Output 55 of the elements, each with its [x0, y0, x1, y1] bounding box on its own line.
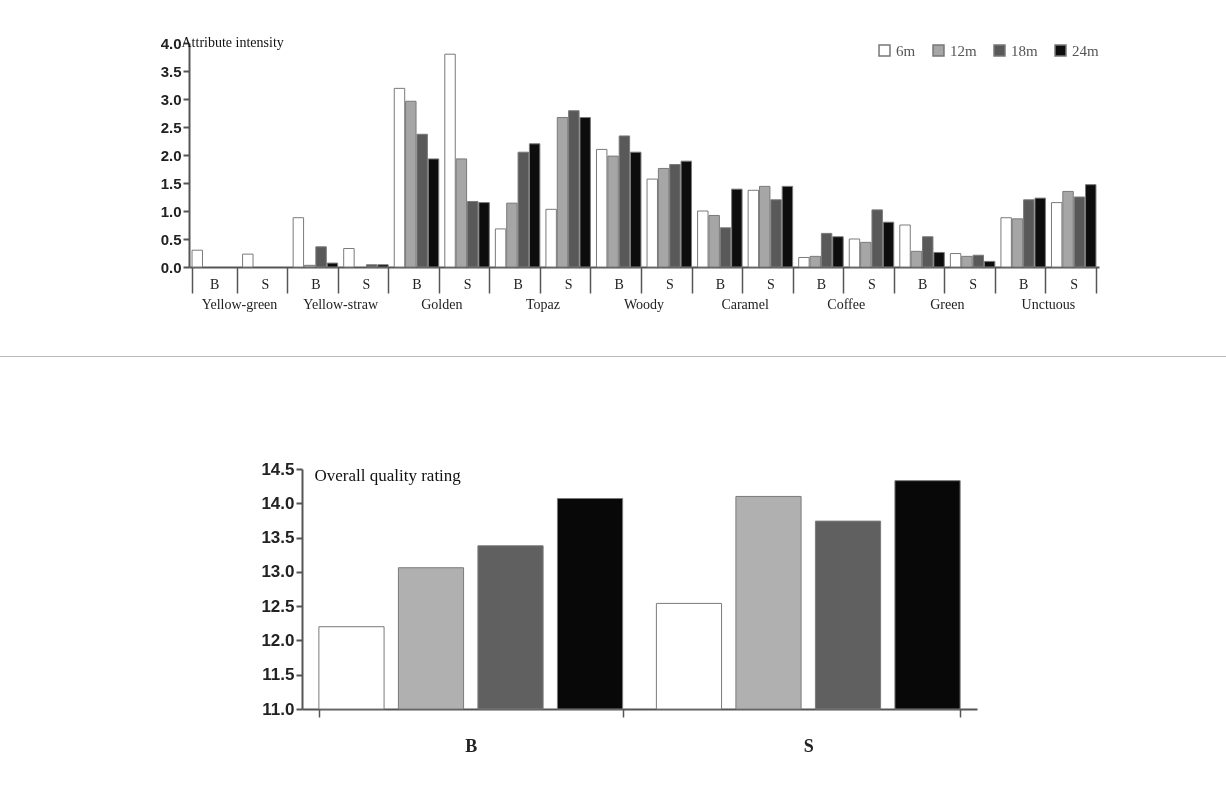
y-tick-label: 1.5	[160, 174, 182, 192]
x-tick-label: B	[816, 276, 827, 292]
y-tick-label: 0.0	[160, 258, 182, 276]
x-tick-label: B	[465, 735, 478, 756]
y-axis-title: Attribute intensity	[181, 34, 284, 50]
x-tick-label: S	[564, 276, 573, 292]
x-tick-label: S	[803, 735, 814, 756]
legend-label: 6m	[896, 42, 916, 59]
legend-label: 18m	[1011, 42, 1038, 59]
y-tick-label: 12.0	[261, 630, 295, 650]
y-tick-label: 2.0	[160, 146, 182, 164]
legend-label: 12m	[950, 42, 977, 59]
y-tick-label: 13.5	[261, 528, 295, 548]
text: Caramel	[721, 297, 769, 312]
x-tick-label: S	[665, 276, 674, 292]
x-tick-label: S	[362, 276, 371, 292]
text: Yellow-green	[201, 297, 278, 312]
x-tick-label: B	[412, 276, 422, 292]
text: Topaz	[525, 297, 560, 312]
x-tick-label: B	[311, 276, 321, 292]
legend-label: 24m	[1072, 42, 1099, 59]
x-tick-label: S	[766, 276, 775, 292]
bar	[343, 248, 355, 268]
text: Yellow-straw	[303, 297, 379, 312]
y-tick-label: 14.0	[261, 493, 295, 513]
x-tick-label: S	[261, 276, 270, 292]
text: Green	[930, 297, 965, 312]
y-tick-label: 11.5	[262, 665, 295, 685]
y-tick-label: 2.5	[160, 118, 182, 136]
y-tick-label: 3.0	[160, 90, 182, 108]
text: Woody	[623, 297, 665, 312]
x-tick-label: S	[969, 276, 978, 292]
y-tick-label: 1.0	[160, 202, 182, 220]
x-tick-label: B	[917, 276, 928, 292]
x-tick-label: S	[463, 276, 472, 292]
x-tick-label: S	[868, 276, 876, 292]
y-axis-title: Overall quality rating	[314, 465, 462, 485]
bar	[242, 253, 254, 268]
y-tick-label: 0.5	[160, 230, 182, 248]
y-tick-label: 13.0	[261, 562, 295, 582]
y-tick-label: 4.0	[160, 34, 182, 52]
x-tick-label: B	[210, 276, 220, 292]
x-tick-label: B	[1018, 276, 1029, 292]
y-tick-label: 11.0	[262, 699, 295, 719]
x-tick-label: B	[513, 276, 523, 292]
text: Golden	[421, 297, 463, 312]
x-tick-label: S	[1070, 276, 1079, 292]
text: Coffee	[827, 297, 866, 312]
text: Unctuous	[1021, 297, 1076, 312]
bar	[191, 249, 203, 268]
x-tick-label: B	[715, 276, 726, 292]
y-tick-label: 14.5	[261, 459, 295, 479]
x-tick-label: B	[614, 276, 624, 292]
y-tick-label: 12.5	[261, 596, 295, 616]
y-tick-label: 3.5	[160, 62, 182, 80]
